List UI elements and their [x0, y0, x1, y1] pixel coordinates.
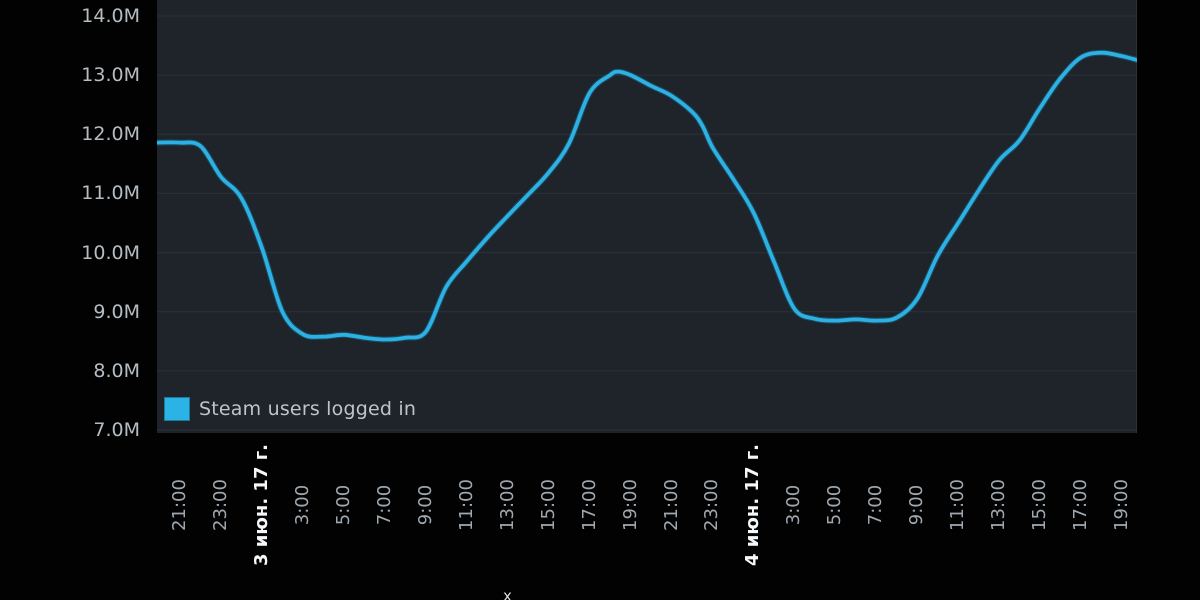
y-axis-label: 12.0M	[81, 123, 140, 146]
legend-color-swatch	[164, 397, 190, 421]
series-line-halo	[157, 49, 1137, 343]
x-axis-tick-label: 17:00	[1070, 479, 1092, 531]
x-axis-tick-label: 13:00	[988, 479, 1010, 531]
x-axis-tick-label: 15:00	[537, 479, 559, 531]
x-axis-tick-label: 3:00	[291, 484, 313, 526]
x-axis-tick-label: 23:00	[209, 479, 231, 531]
x-axis-tick-label: 19:00	[619, 479, 641, 531]
y-axis-label: 9.0M	[93, 300, 140, 323]
x-axis-tick-label: 9:00	[906, 484, 928, 526]
plot-area[interactable]: Steam users logged in	[157, 0, 1137, 433]
series-line-steam-users[interactable]	[157, 50, 1137, 342]
x-axis-tick-label: 9:00	[414, 484, 436, 526]
x-axis-tick-label: 7:00	[373, 484, 395, 526]
legend[interactable]: Steam users logged in	[164, 397, 416, 421]
x-axis-tick-label: 7:00	[865, 484, 887, 526]
y-axis-label: 13.0M	[81, 64, 140, 87]
x-axis-tick-label: 11:00	[455, 479, 477, 531]
x-axis-tick-label: 13:00	[496, 479, 518, 531]
clipped-text-fragment: х	[503, 587, 512, 600]
x-axis-tick-label: 15:00	[1029, 479, 1051, 531]
x-axis-tick-label: 17:00	[578, 479, 600, 531]
x-axis-date-label: 4 июн. 17 г.	[742, 443, 764, 567]
x-axis-tick-label: 3:00	[783, 484, 805, 526]
x-axis-tick-label: 21:00	[169, 479, 190, 531]
y-axis-label: 14.0M	[81, 4, 140, 27]
legend-label: Steam users logged in	[199, 398, 417, 420]
x-axis-tick-label: 5:00	[824, 484, 846, 526]
y-axis-label: 11.0M	[81, 182, 140, 205]
x-axis-tick-label: 23:00	[701, 479, 723, 531]
x-axis-date-label: 3 июн. 17 г.	[250, 443, 272, 567]
x-axis-tick-label: 11:00	[947, 479, 969, 531]
y-axis-label: 10.0M	[81, 241, 140, 264]
steam-users-line-chart	[157, 0, 1137, 433]
y-axis-label: 7.0M	[93, 419, 140, 441]
y-axis-label: 8.0M	[93, 359, 140, 382]
x-axis-tick-label: 5:00	[332, 484, 354, 526]
x-axis-tick-label: 21:00	[660, 479, 682, 531]
x-axis-tick-label: 19:00	[1111, 479, 1133, 531]
